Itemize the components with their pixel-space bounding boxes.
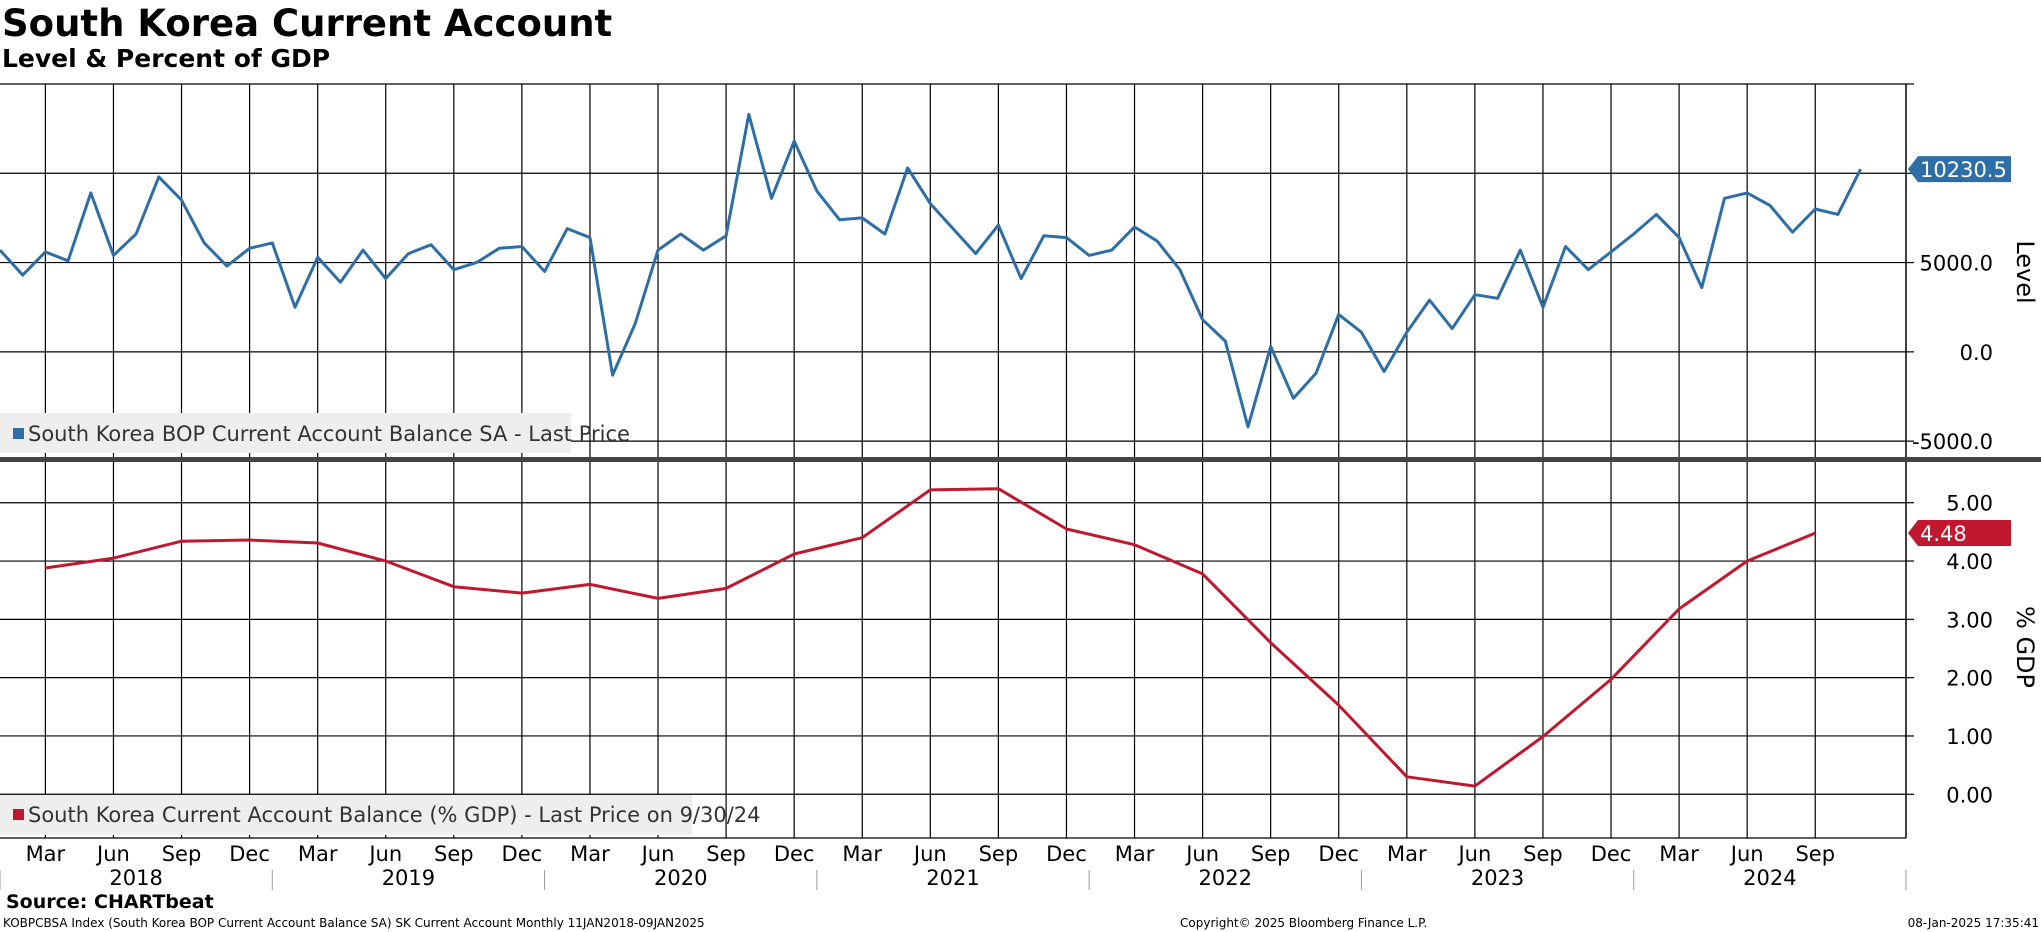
series-line-level — [0, 112, 1862, 429]
last-value-tag-level — [1908, 156, 2011, 183]
x-tick-label-month: Mar — [842, 842, 882, 866]
x-tick-label-year: 2024 — [1743, 866, 1796, 890]
last-value-label-level: 10230.5 — [1920, 158, 2007, 182]
chart-title: South Korea Current Account — [2, 2, 613, 45]
x-tick-label-month: Sep — [1795, 842, 1835, 866]
legend-swatch-level — [13, 428, 24, 439]
x-tick-label-month: Jun — [640, 842, 675, 866]
ticker-line: KOBPCBSA Index (South Korea BOP Current … — [3, 916, 705, 930]
x-tick-label-year: 2020 — [654, 866, 707, 890]
x-tick-label-month: Dec — [502, 842, 543, 866]
x-tick-label-year: 2021 — [926, 866, 979, 890]
x-tick-label-month: Dec — [1318, 842, 1359, 866]
source-note: Source: CHARTbeat — [6, 891, 214, 913]
x-tick-label-month: Mar — [298, 842, 338, 866]
legend-swatch-gdp — [13, 809, 24, 820]
y-tick-label-bottom: 2.00 — [1946, 667, 1993, 691]
x-tick-label-month: Jun — [95, 842, 130, 866]
x-tick-label-month: Mar — [26, 842, 66, 866]
x-tick-label-month: Mar — [1115, 842, 1155, 866]
x-tick-label-month: Jun — [367, 842, 402, 866]
x-tick-label-month: Mar — [1659, 842, 1699, 866]
legend-box-bottom — [0, 795, 692, 835]
panel-divider — [0, 457, 2041, 462]
timestamp: 08-Jan-2025 17:35:41 — [1907, 916, 2039, 930]
x-tick-label-month: Jun — [912, 842, 947, 866]
x-tick-label-month: Sep — [1523, 842, 1563, 866]
chart-subtitle: Level & Percent of GDP — [2, 44, 331, 73]
y-tick-label-bottom: 1.00 — [1946, 725, 1993, 749]
last-value-label-gdp: 4.48 — [1920, 522, 1967, 546]
x-tick-label-year: 2023 — [1471, 866, 1524, 890]
x-tick-label-month: Dec — [229, 842, 270, 866]
x-tick-label-year: 2022 — [1199, 866, 1252, 890]
legend-label-level: South Korea BOP Current Account Balance … — [28, 422, 630, 446]
x-tick-label-month: Sep — [434, 842, 474, 866]
y-tick-label-bottom: 3.00 — [1946, 608, 1993, 632]
y-tick-label-bottom: 5.00 — [1946, 492, 1993, 516]
y-axis-title-bottom: % GDP — [2011, 606, 2039, 688]
x-tick-label-month: Dec — [1046, 842, 1087, 866]
legend-label-gdp: South Korea Current Account Balance (% G… — [28, 803, 761, 827]
x-tick-label-month: Mar — [570, 842, 610, 866]
y-tick-label-top: 5000.0 — [1920, 252, 1993, 276]
y-tick-label-bottom: 0.00 — [1946, 783, 1993, 807]
x-tick-label-month: Mar — [1387, 842, 1427, 866]
x-tick-label-month: Dec — [774, 842, 815, 866]
y-axis-title-top: Level — [2011, 240, 2039, 303]
x-tick-label-month: Sep — [979, 842, 1019, 866]
x-tick-label-month: Jun — [1456, 842, 1491, 866]
x-tick-label-month: Sep — [162, 842, 202, 866]
x-tick-label-month: Sep — [1251, 842, 1291, 866]
copyright-note: Copyright© 2025 Bloomberg Finance L.P. — [1180, 916, 1428, 930]
legend-box-top — [0, 413, 571, 453]
x-tick-label-month: Jun — [1184, 842, 1219, 866]
y-tick-label-top: 0.0 — [1960, 341, 1993, 365]
series-line-gdp — [45, 487, 1816, 788]
x-tick-label-year: 2019 — [382, 866, 435, 890]
x-tick-label-month: Jun — [1729, 842, 1764, 866]
y-tick-label-bottom: 4.00 — [1946, 550, 1993, 574]
y-tick-label-top: -5000.0 — [1912, 430, 1993, 454]
x-tick-label-month: Dec — [1591, 842, 1632, 866]
x-tick-label-year: 2018 — [109, 866, 162, 890]
last-value-tag-gdp — [1908, 520, 2011, 547]
x-tick-label-month: Sep — [706, 842, 746, 866]
